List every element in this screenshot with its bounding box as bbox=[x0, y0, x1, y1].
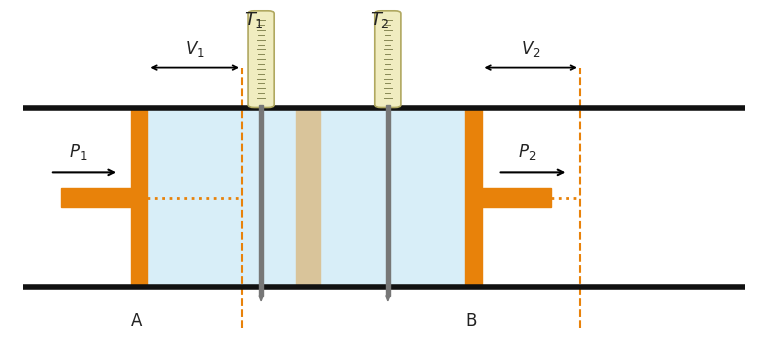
Text: B: B bbox=[466, 312, 477, 330]
Bar bbox=[296, 108, 320, 287]
Bar bbox=[131, 108, 147, 287]
Polygon shape bbox=[386, 296, 389, 301]
Bar bbox=[260, 105, 263, 296]
Polygon shape bbox=[260, 296, 263, 301]
Bar bbox=[61, 189, 131, 207]
Text: $P_2$: $P_2$ bbox=[518, 142, 537, 162]
Bar bbox=[386, 105, 390, 296]
Text: $T_2$: $T_2$ bbox=[370, 10, 390, 30]
Bar bbox=[320, 108, 465, 287]
Text: $V_1$: $V_1$ bbox=[185, 39, 204, 59]
Bar bbox=[482, 189, 551, 207]
Bar bbox=[147, 108, 296, 287]
Text: $P_1$: $P_1$ bbox=[69, 142, 88, 162]
Text: A: A bbox=[131, 312, 142, 330]
FancyBboxPatch shape bbox=[375, 11, 401, 107]
FancyBboxPatch shape bbox=[248, 11, 274, 107]
Bar bbox=[465, 108, 482, 287]
Text: $T_1$: $T_1$ bbox=[243, 10, 263, 30]
Text: $V_2$: $V_2$ bbox=[521, 39, 541, 59]
